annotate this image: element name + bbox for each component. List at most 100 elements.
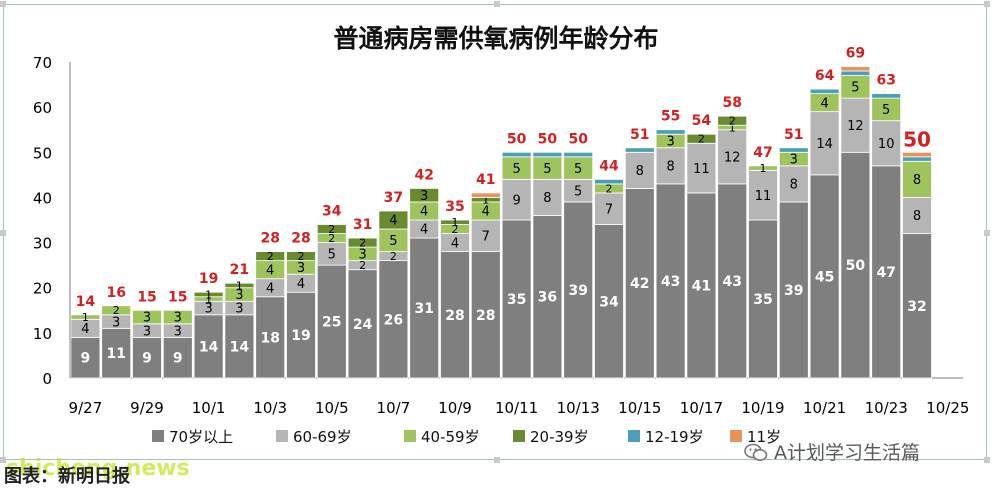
x-tick-label: 9/29 bbox=[130, 399, 164, 417]
bar-value-label: 14 bbox=[816, 137, 833, 152]
bar-value-label: 1 bbox=[760, 162, 767, 175]
bar-value-label: 39 bbox=[568, 283, 587, 299]
watermark-site: shicheng.news bbox=[6, 456, 190, 481]
bar-stack: 43 8 3 55 bbox=[655, 109, 686, 379]
bar-segment bbox=[224, 282, 255, 289]
x-tick-label: 10/19 bbox=[741, 399, 784, 417]
bar-value-label: 11 bbox=[755, 189, 772, 204]
bar-total-label: 51 bbox=[784, 127, 803, 143]
bar-segment bbox=[840, 66, 871, 72]
bar-segment bbox=[162, 309, 193, 325]
bar-value-label: 2 bbox=[113, 304, 120, 317]
bar-value-label: 3 bbox=[174, 311, 182, 326]
x-tick-label: 10/11 bbox=[495, 399, 538, 417]
bar-value-label: 4 bbox=[297, 277, 305, 292]
x-tick-label: 10/21 bbox=[803, 399, 846, 417]
bar-segment bbox=[378, 260, 409, 379]
bar-value-label: 5 bbox=[574, 184, 582, 199]
bar-value-label: 43 bbox=[661, 274, 680, 290]
x-tick-label: 10/9 bbox=[438, 399, 472, 417]
bar-value-label: 47 bbox=[876, 265, 895, 281]
bar-segment bbox=[871, 165, 902, 379]
bar-segment bbox=[347, 269, 378, 379]
bar-total-label: 28 bbox=[291, 231, 310, 247]
bar-total-label: 34 bbox=[322, 204, 342, 220]
bar-value-label: 24 bbox=[353, 317, 373, 333]
bar-total-label: 42 bbox=[414, 167, 433, 183]
bar-value-label: 9 bbox=[512, 193, 520, 208]
bar-value-label: 12 bbox=[724, 150, 741, 165]
bar-segment bbox=[70, 314, 101, 320]
resize-handle-bottom-right[interactable] bbox=[984, 457, 990, 463]
bar-stack: 39 5 5 50 bbox=[563, 131, 594, 379]
y-tick-label: 50 bbox=[33, 144, 52, 162]
bar-value-label: 1 bbox=[205, 293, 212, 306]
bar-value-label: 28 bbox=[476, 308, 495, 324]
x-tick-label: 10/1 bbox=[192, 399, 226, 417]
bar-value-label: 2 bbox=[698, 133, 705, 146]
bar-segment bbox=[809, 111, 840, 176]
bar-value-label: 42 bbox=[630, 276, 649, 292]
resize-handle-bottom[interactable] bbox=[494, 457, 500, 463]
bar-value-label: 3 bbox=[790, 153, 798, 168]
bar-segment bbox=[193, 314, 224, 379]
bar-total-label: 58 bbox=[722, 95, 741, 111]
bar-value-label: 1 bbox=[82, 311, 89, 324]
bar-segment bbox=[316, 264, 347, 379]
bar-value-label: 4 bbox=[81, 322, 89, 337]
bar-segment bbox=[132, 309, 162, 325]
bar-value-label: 4 bbox=[389, 214, 397, 229]
bar-segment bbox=[409, 237, 440, 379]
bar-stack: 35 9 5 50 bbox=[501, 131, 532, 379]
bar-value-label: 14 bbox=[230, 339, 250, 355]
bar-value-label: 3 bbox=[235, 302, 243, 317]
bar-segment bbox=[532, 215, 563, 379]
bar-total-label: 51 bbox=[630, 127, 649, 143]
bar-value-label: 31 bbox=[414, 301, 433, 317]
bar-value-label: 41 bbox=[692, 278, 711, 294]
bar-value-label: 5 bbox=[512, 162, 520, 177]
legend-label: 70岁以上 bbox=[169, 428, 233, 446]
bar-value-label: 2 bbox=[390, 250, 397, 263]
bar-value-label: 2 bbox=[267, 250, 274, 263]
resize-handle-top-right[interactable] bbox=[984, 1, 990, 7]
bar-total-label: 31 bbox=[353, 217, 372, 233]
bar-value-label: 8 bbox=[666, 160, 674, 175]
x-tick-label: 10/15 bbox=[618, 399, 661, 417]
bar-segment bbox=[655, 183, 686, 379]
bar-segment bbox=[902, 233, 932, 379]
bar-value-label: 35 bbox=[753, 292, 772, 308]
resize-handle-top[interactable] bbox=[494, 1, 500, 7]
bar-value-label: 2 bbox=[298, 250, 305, 263]
wechat-icon bbox=[744, 443, 768, 461]
bar-value-label: 2 bbox=[606, 182, 613, 195]
bar-total-label: 19 bbox=[199, 271, 218, 287]
bar-total-label: 28 bbox=[260, 231, 279, 247]
bar-value-label: 36 bbox=[538, 290, 557, 306]
bar-stack: 25 5 22 34 bbox=[316, 204, 347, 379]
legend-label: 40-59岁 bbox=[421, 428, 480, 446]
bar-segment bbox=[316, 224, 347, 234]
bar-segment bbox=[655, 147, 686, 185]
resize-handle-left[interactable] bbox=[0, 230, 6, 236]
bar-value-label: 25 bbox=[322, 315, 341, 331]
bar-segment bbox=[809, 174, 840, 379]
bar-value-label: 9 bbox=[142, 351, 152, 367]
bar-value-label: 11 bbox=[106, 346, 125, 362]
resize-handle-bottom-left[interactable] bbox=[0, 457, 6, 463]
bar-value-label: 3 bbox=[143, 311, 151, 326]
bar-value-label: 43 bbox=[722, 274, 741, 290]
resize-handle-top-left[interactable] bbox=[0, 1, 6, 7]
resize-handle-right[interactable] bbox=[984, 230, 990, 236]
bar-segment bbox=[563, 151, 594, 158]
bar-segment bbox=[532, 151, 563, 158]
x-tick-label: 10/23 bbox=[865, 399, 908, 417]
bar-value-label: 1 bbox=[452, 216, 459, 229]
bar-total-label: 69 bbox=[846, 46, 865, 62]
bar-segment bbox=[778, 147, 809, 153]
bar-segment bbox=[686, 133, 717, 144]
bar-stack: 42 8 51 bbox=[624, 127, 655, 379]
bar-segment bbox=[655, 129, 686, 135]
